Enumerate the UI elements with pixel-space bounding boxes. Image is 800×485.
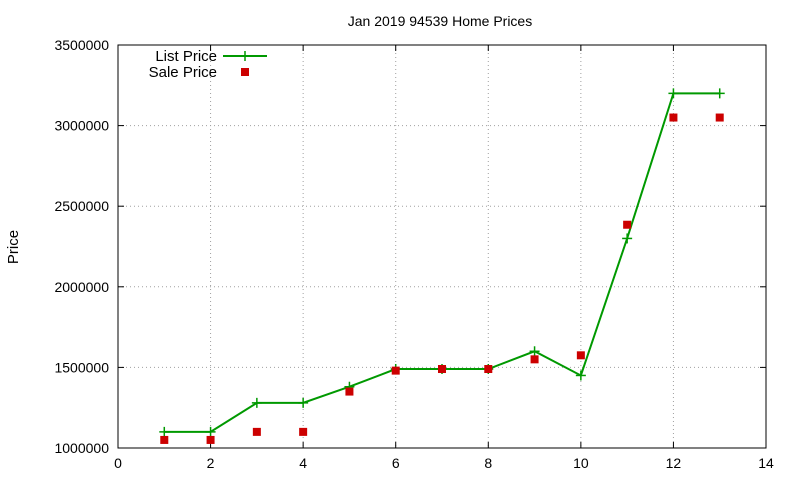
sale-price-point <box>438 365 446 374</box>
x-tick-label: 4 <box>299 455 307 471</box>
legend-label-sale-price: Sale Price <box>149 64 217 81</box>
list-price-marker <box>622 233 633 244</box>
x-tick-label: 10 <box>573 455 589 471</box>
x-tick-label: 12 <box>666 455 682 471</box>
legend: List Price Sale Price <box>149 48 267 81</box>
list-price-marker <box>668 88 679 99</box>
y-tick-label: 1500000 <box>54 359 109 375</box>
y-axis-label: Price <box>5 230 22 264</box>
sale-price-point <box>299 427 308 436</box>
legend-marker-list-price <box>240 51 250 61</box>
list-price-marker <box>298 397 309 408</box>
y-tick-label: 2500000 <box>54 198 109 214</box>
list-price-line <box>164 92 720 433</box>
sale-price-point <box>623 220 632 229</box>
sale-price-point <box>391 366 400 375</box>
sale-price-point <box>484 365 493 374</box>
x-tick-label: 6 <box>392 455 400 471</box>
plot-border <box>117 44 767 449</box>
list-price-marker <box>575 370 586 381</box>
x-tick-label: 0 <box>114 455 122 471</box>
list-price-marker <box>529 346 540 357</box>
sale-price-point <box>669 113 678 122</box>
y-tick-label: 1000000 <box>54 440 109 456</box>
sale-price-point <box>160 435 169 444</box>
sale-price-point <box>345 387 354 396</box>
series <box>159 88 725 444</box>
sale-price-point <box>252 427 261 436</box>
axes <box>117 44 767 449</box>
sale-price-point <box>530 355 539 364</box>
sale-price-point <box>206 435 215 444</box>
list-price-marker <box>205 426 216 437</box>
tick-labels: 0 2 4 6 8 10 12 14 1000000 1500000 2000000 2500000 3… <box>54 37 774 471</box>
y-tick-label: 3500000 <box>54 37 109 53</box>
legend-label-list-price: List Price <box>155 48 217 65</box>
list-price-marker <box>714 88 725 99</box>
legend-swatch-sale-price <box>241 68 249 76</box>
y-tick-label: 3000000 <box>54 118 109 134</box>
sale-price-point <box>715 113 724 122</box>
sale-price-point <box>576 351 585 360</box>
x-tick-label: 14 <box>758 455 774 471</box>
list-price-marker <box>159 426 170 437</box>
x-tick-label: 2 <box>207 455 215 471</box>
x-tick-label: 8 <box>484 455 492 471</box>
chart-title: Jan 2019 94539 Home Prices <box>348 13 532 29</box>
y-tick-label: 2000000 <box>54 279 109 295</box>
list-price-marker <box>251 397 262 408</box>
